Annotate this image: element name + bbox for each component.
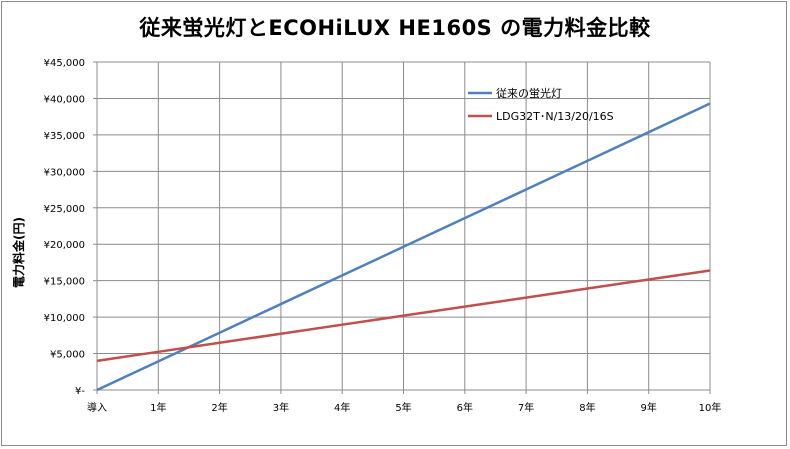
- y-tick-label: ¥5,000: [50, 350, 85, 361]
- y-tick-labels: ¥- ¥5,000 ¥10,000 ¥15,000 ¥20,000 ¥25,000 ¥30,…: [44, 58, 86, 397]
- x-tick-labels: 導入 1年 2年 3年 4年 5年 6年 7年 8年 9年 10年: [87, 401, 721, 414]
- y-tick-label: ¥25,000: [44, 204, 85, 215]
- axes: [93, 61, 711, 394]
- legend-label: LDG32T･N/13/20/16S: [496, 110, 614, 123]
- x-tick-label: 2年: [211, 401, 227, 414]
- x-tick-label: 5年: [395, 401, 411, 414]
- x-tick-label: 3年: [273, 401, 289, 414]
- y-tick-label: ¥15,000: [44, 277, 85, 288]
- y-tick-label: ¥40,000: [44, 94, 85, 105]
- y-tick-label: ¥30,000: [44, 167, 85, 178]
- series-line: [96, 269, 711, 363]
- y-tick-label: ¥45,000: [44, 58, 85, 69]
- x-tick-label: 9年: [641, 401, 657, 414]
- y-tick-label: ¥-: [75, 386, 85, 397]
- legend: 従来の蛍光灯 LDG32T･N/13/20/16S: [468, 86, 614, 123]
- x-tick-label: 導入: [87, 401, 107, 414]
- x-tick-label: 6年: [457, 401, 473, 414]
- x-tick-label: 8年: [579, 401, 595, 414]
- x-tick-label: 7年: [518, 401, 534, 414]
- chart-title: 従来蛍光灯とECOHiLUX HE160S の電力料金比較: [139, 16, 651, 40]
- y-tick-label: ¥20,000: [44, 240, 85, 251]
- x-tick-label: 10年: [699, 401, 722, 414]
- series-lines: [96, 102, 711, 392]
- x-tick-label: 1年: [150, 401, 166, 414]
- y-tick-label: ¥10,000: [44, 313, 85, 324]
- series-line: [96, 102, 711, 392]
- legend-label: 従来の蛍光灯: [496, 86, 562, 100]
- x-tick-label: 4年: [334, 401, 350, 414]
- y-tick-label: ¥35,000: [44, 131, 85, 142]
- grid-lines: [97, 61, 711, 390]
